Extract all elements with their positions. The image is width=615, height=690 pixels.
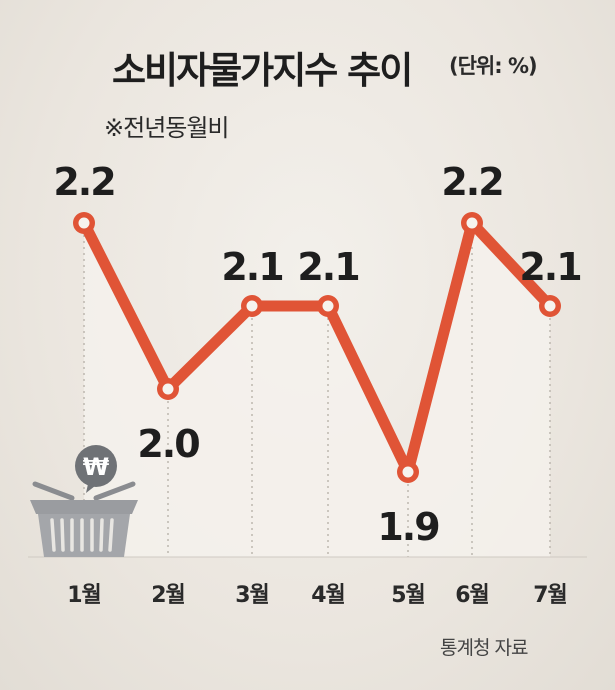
x-tick-label-5: 5월: [391, 583, 425, 608]
data-point-center-2: [162, 383, 174, 395]
value-label-2: 2.0: [137, 422, 199, 466]
shopping-basket-icon: [30, 481, 138, 557]
value-label-1: 2.2: [53, 160, 114, 204]
x-tick-label-3: 3월: [235, 583, 269, 608]
x-tick-label-1: 1월: [67, 583, 101, 608]
data-point-center-4: [322, 300, 334, 312]
area-fills: [84, 223, 550, 557]
chart-subtitle: ※전년동월비: [104, 114, 230, 142]
data-point-center-6: [466, 217, 478, 229]
value-label-6: 2.2: [441, 160, 502, 204]
data-point-center-7: [544, 300, 556, 312]
value-label-3: 2.1: [221, 245, 282, 289]
x-tick-label-6: 6월: [455, 583, 489, 608]
svg-text:₩: ₩: [83, 453, 110, 481]
x-tick-label-7: 7월: [533, 583, 567, 608]
dotted-guides: [83, 223, 551, 557]
x-tick-label-4: 4월: [311, 583, 345, 608]
unit-label: (단위: %): [449, 54, 538, 78]
chart-title: 소비자물가지수 추이: [112, 49, 413, 92]
value-label-5: 1.9: [377, 505, 439, 549]
source-note: 통계청 자료: [440, 637, 528, 659]
x-tick-label-2: 2월: [151, 583, 185, 608]
data-point-center-3: [246, 300, 258, 312]
value-label-4: 2.1: [297, 245, 358, 289]
data-point-center-1: [78, 217, 90, 229]
value-label-7: 2.1: [519, 245, 580, 289]
area-under-line: [84, 223, 550, 557]
won-badge-icon: ₩: [75, 445, 117, 493]
data-point-center-5: [402, 466, 414, 478]
